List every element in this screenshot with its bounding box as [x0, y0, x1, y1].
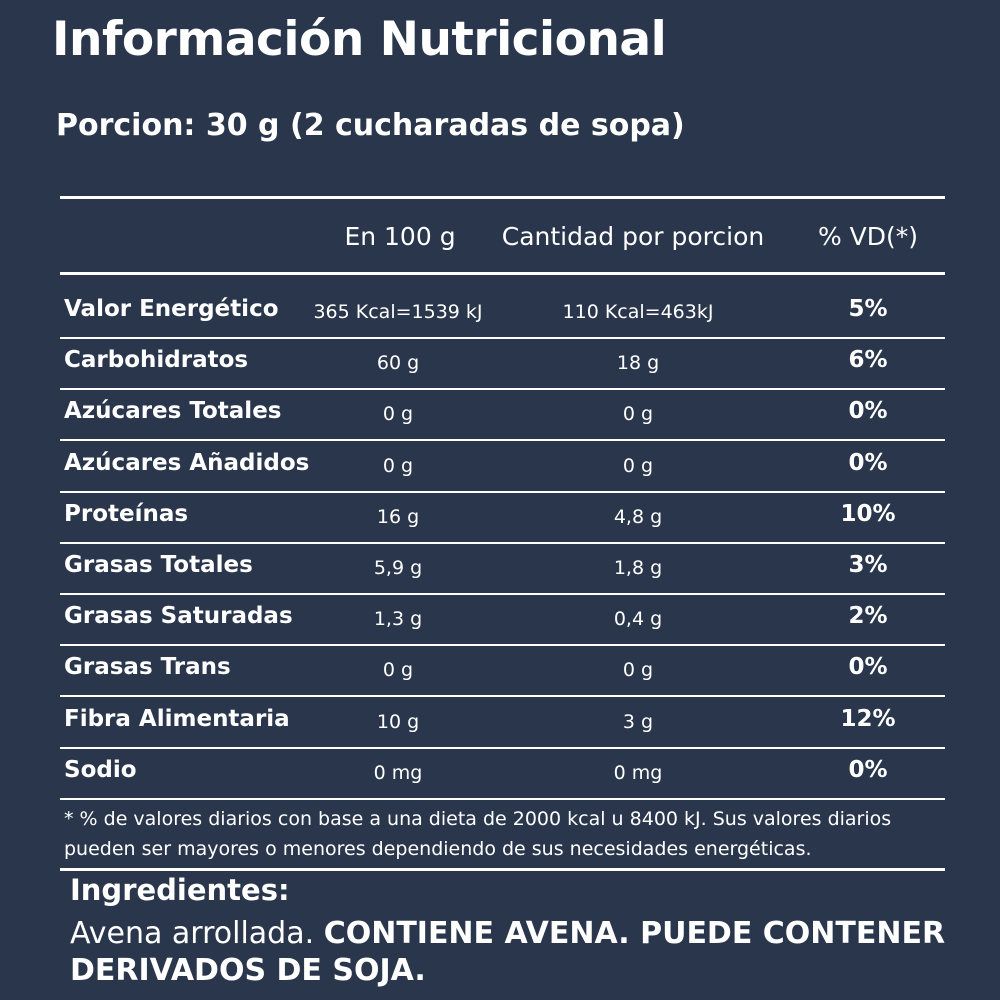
nutrient-row: Grasas Trans 0 g 0 g 0% — [0, 645, 1000, 696]
nutrient-per-100g: 0 mg — [373, 761, 423, 784]
nutrient-row: Carbohidratos 60 g 18 g 6% — [0, 338, 1000, 389]
table-bottom-rule — [60, 798, 945, 800]
header-per-100g: En 100 g — [344, 222, 456, 251]
nutrient-row: Azúcares Totales 0 g 0 g 0% — [0, 389, 1000, 440]
nutrient-name: Fibra Alimentaria — [64, 705, 290, 732]
row-divider — [60, 541, 945, 544]
row-divider — [60, 388, 945, 391]
nutrient-daily-value: 0% — [848, 398, 888, 425]
nutrient-per-100g: 10 g — [376, 710, 420, 733]
ingredients-text: Avena arrollada. CONTIENE AVENA. PUEDE C… — [70, 915, 970, 989]
nutrient-row: Fibra Alimentaria 10 g 3 g 12% — [0, 697, 1000, 748]
nutrient-daily-value: 0% — [848, 756, 888, 783]
nutrient-row: Sodio 0 mg 0 mg 0% — [0, 748, 1000, 799]
nutrient-name: Grasas Totales — [64, 552, 253, 578]
nutrient-per-100g: 365 Kcal=1539 kJ — [313, 301, 483, 323]
nutrient-row: Grasas Totales 5,9 g 1,8 g 3% — [0, 543, 1000, 594]
row-divider — [60, 644, 945, 647]
nutrient-per-portion: 18 g — [616, 352, 660, 375]
header-daily-value: % VD(*) — [817, 222, 919, 251]
nutrient-daily-value: 10% — [840, 500, 896, 527]
page-title: Información Nutricional — [52, 12, 667, 67]
portion-size: Porcion: 30 g (2 cucharadas de sopa) — [56, 108, 685, 143]
footnote-bottom-rule — [60, 868, 945, 871]
nutrient-name: Valor Energético — [64, 296, 279, 322]
row-divider — [60, 490, 945, 493]
header-per-portion: Cantidad por porcion — [501, 222, 765, 251]
nutrient-per-100g: 5,9 g — [373, 557, 423, 579]
nutrient-per-portion: 1,8 g — [613, 557, 663, 579]
ingredients-title: Ingredientes: — [70, 873, 290, 907]
nutrient-per-portion: 110 Kcal=463kJ — [562, 301, 714, 323]
nutrient-per-100g: 60 g — [376, 352, 420, 375]
nutrient-daily-value: 2% — [848, 603, 888, 630]
nutrient-name: Carbohidratos — [64, 347, 249, 374]
nutrient-name: Azúcares Totales — [64, 398, 282, 425]
nutrient-row: Proteínas 16 g 4,8 g 10% — [0, 492, 1000, 543]
nutrient-name: Grasas Saturadas — [64, 603, 293, 630]
nutrient-per-100g: 0 g — [382, 403, 414, 426]
nutrient-daily-value: 6% — [848, 347, 888, 374]
nutrient-per-portion: 3 g — [622, 710, 654, 733]
nutrient-per-portion: 0 g — [622, 659, 654, 682]
row-divider — [60, 593, 945, 595]
nutrient-per-portion: 0 g — [622, 454, 654, 477]
nutrient-row: Grasas Saturadas 1,3 g 0,4 g 2% — [0, 594, 1000, 645]
nutrient-per-100g: 16 g — [376, 505, 420, 528]
nutrient-per-portion: 0,4 g — [613, 608, 663, 631]
table-top-rule — [60, 196, 945, 199]
row-divider — [60, 439, 945, 442]
nutrient-name: Sodio — [64, 756, 137, 783]
nutrient-name: Azúcares Añadidos — [64, 449, 310, 476]
nutrient-per-portion: 0 mg — [613, 761, 663, 784]
nutrient-per-100g: 1,3 g — [373, 608, 423, 631]
nutrient-per-portion: 4,8 g — [613, 505, 663, 528]
nutrient-per-100g: 0 g — [382, 659, 414, 682]
row-divider — [60, 337, 945, 339]
nutrient-name: Grasas Trans — [64, 654, 231, 681]
ingredients-allergens: CONTIENE AVENA. PUEDE CONTENER DERIVADOS… — [70, 916, 946, 988]
row-divider — [60, 695, 945, 698]
nutrient-daily-value: 5% — [848, 296, 888, 322]
nutrient-row: Valor Energético 365 Kcal=1539 kJ 110 Kcal… — [0, 287, 1000, 338]
header-bottom-rule — [60, 272, 945, 275]
nutrient-daily-value: 3% — [848, 552, 888, 578]
nutrient-name: Proteínas — [64, 500, 189, 527]
daily-value-footnote: * % de valores diarios con base a una di… — [64, 808, 892, 860]
nutrient-daily-value: 12% — [840, 705, 896, 732]
nutrient-daily-value: 0% — [848, 654, 888, 681]
ingredients-plain: Avena arrollada. — [70, 916, 324, 951]
row-divider — [60, 746, 945, 749]
nutrient-daily-value: 0% — [848, 449, 888, 476]
nutrient-per-100g: 0 g — [382, 454, 414, 477]
nutrient-row: Azúcares Añadidos 0 g 0 g 0% — [0, 441, 1000, 492]
nutrient-per-portion: 0 g — [622, 403, 654, 426]
